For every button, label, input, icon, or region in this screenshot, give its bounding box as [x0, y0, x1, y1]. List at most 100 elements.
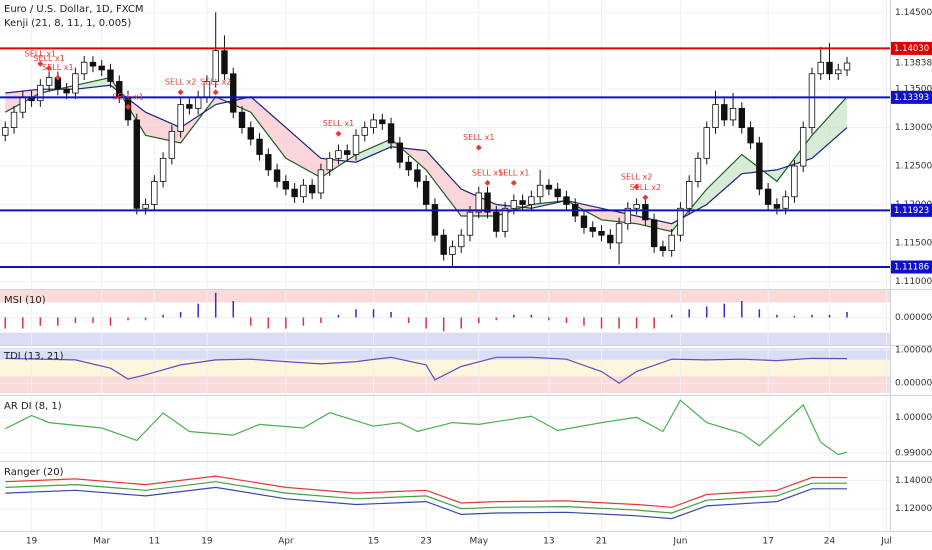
candle-body	[764, 188, 772, 205]
y-tick-label: 1.14000	[895, 476, 932, 486]
price-tag-label: 1.14030	[894, 44, 929, 54]
msi-bar	[22, 317, 24, 329]
candle-body	[528, 196, 535, 205]
msi-bar	[197, 303, 199, 318]
candle-body	[387, 123, 395, 144]
candle-body	[221, 50, 228, 75]
y-tick-label: 0.00000	[895, 379, 932, 389]
line	[5, 84, 848, 225]
sell-marker	[212, 89, 219, 96]
candle-body	[300, 184, 307, 198]
y-tick-label: 1.11000	[895, 277, 932, 287]
candle-body	[843, 62, 851, 71]
msi-bar	[828, 314, 831, 318]
sell-marker	[510, 179, 517, 186]
x-tick-label: 21	[596, 537, 607, 547]
sell-label: SELL x1	[498, 168, 529, 177]
msi-bar	[635, 317, 638, 329]
band	[0, 347, 890, 360]
sell-label: SELL x2	[621, 172, 652, 181]
x-tick-label: 19	[26, 537, 38, 547]
y-tick-label: 1.11500	[895, 238, 932, 248]
msi-bar	[583, 317, 585, 326]
price-tag-label: 1.11186	[894, 263, 929, 273]
sell-marker	[37, 60, 44, 67]
pane	[0, 396, 890, 461]
cloud	[706, 154, 742, 205]
candle-body	[659, 246, 667, 251]
pane	[0, 462, 890, 531]
pane	[0, 0, 890, 289]
x-tick-label: 15	[368, 537, 379, 547]
candle-body	[405, 161, 412, 171]
candle-body	[475, 192, 482, 213]
msi-bar	[92, 317, 94, 323]
msi-bar	[267, 317, 270, 329]
candle-body	[431, 204, 439, 236]
candle-body	[19, 96, 27, 113]
candle-body	[607, 234, 614, 244]
sell-marker	[46, 65, 53, 72]
candle-body	[615, 223, 623, 244]
msi-bar	[285, 317, 287, 329]
candle-body	[703, 127, 710, 159]
pane-subtitle: Kenji (21, 8, 11, 1, 0.005)	[4, 18, 131, 29]
candle-body	[194, 96, 202, 109]
y-tick-label: 1.12500	[895, 162, 932, 172]
candle-body	[510, 200, 518, 209]
candle-body	[773, 204, 781, 209]
x-tick-label: Jun	[672, 537, 687, 547]
candle-body	[379, 119, 386, 125]
candle-body	[186, 104, 193, 109]
candle-body	[677, 207, 684, 236]
candle-body	[817, 61, 824, 75]
line	[5, 475, 847, 508]
msi-bar	[776, 314, 778, 318]
line	[5, 399, 848, 456]
candle-body	[63, 88, 70, 94]
candle-body	[291, 188, 298, 198]
x-tick-label: 13	[543, 537, 554, 547]
msi-bar	[688, 309, 690, 318]
pane-title: MSI (10)	[4, 295, 46, 306]
band	[0, 376, 890, 394]
msi-bar	[600, 317, 603, 329]
candle-body	[107, 69, 114, 82]
candle-body	[45, 77, 53, 86]
last-price-label: 1.13838	[895, 59, 932, 69]
x-tick-label: May	[469, 537, 488, 547]
msi-bar	[109, 317, 112, 326]
sell-label: SELL x1	[112, 92, 143, 101]
candle-body	[808, 73, 816, 128]
candle-body	[642, 204, 649, 221]
msi-bar	[723, 303, 726, 318]
pane	[0, 346, 890, 395]
candle-body	[633, 204, 640, 209]
candle-body	[685, 180, 693, 209]
msi-bar	[618, 317, 620, 329]
candle-body	[396, 142, 404, 163]
candle-body	[98, 65, 105, 71]
msi-bar	[793, 316, 796, 318]
sell-label: SELL x2	[200, 78, 231, 87]
candle-body	[738, 107, 746, 128]
band	[0, 290, 890, 303]
msi-bar	[355, 309, 357, 318]
candle-body	[238, 111, 246, 128]
sell-marker	[177, 89, 184, 96]
price-tag	[890, 41, 932, 55]
candle-body	[247, 127, 254, 140]
candle-body	[466, 211, 474, 236]
sell-marker	[54, 74, 61, 81]
candle-body	[563, 196, 570, 205]
msi-bar	[39, 317, 42, 326]
candle-body	[72, 73, 79, 94]
x-tick-label: 11	[149, 537, 160, 547]
candle-body	[554, 188, 561, 198]
candle-body	[624, 207, 632, 225]
candle-body	[177, 104, 184, 132]
x-tick-label: 19	[201, 537, 213, 547]
candle-body	[37, 84, 44, 102]
